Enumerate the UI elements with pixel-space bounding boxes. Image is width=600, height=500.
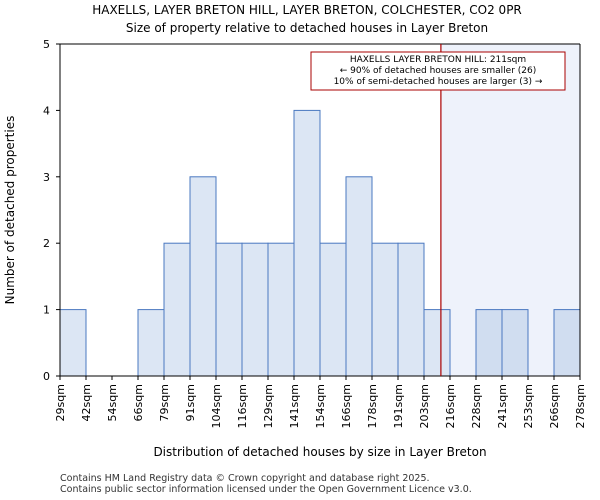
annotation-box: [310, 51, 566, 91]
x-tick-label: 203sqm: [418, 384, 431, 428]
x-tick-label: 216sqm: [444, 384, 457, 428]
y-tick-label: 4: [43, 104, 50, 117]
bar-154sqm: [319, 242, 347, 377]
bar-29sqm: [59, 309, 87, 377]
bar-129sqm: [267, 242, 295, 377]
x-tick-label: 104sqm: [210, 384, 223, 428]
bar-166sqm: [345, 176, 373, 377]
x-tick-label: 91sqm: [184, 384, 197, 421]
x-tick-label: 154sqm: [314, 384, 327, 428]
x-tick-label: 166sqm: [340, 384, 353, 428]
y-tick-label: 1: [43, 304, 50, 317]
y-tick-label: 3: [43, 171, 50, 184]
bar-178sqm: [371, 242, 399, 377]
x-tick-label: 141sqm: [288, 384, 301, 428]
x-tick-label: 116sqm: [236, 384, 249, 428]
annotation-line-2: ← 90% of detached houses are smaller (26…: [340, 66, 537, 76]
x-tick-label: 178sqm: [366, 384, 379, 428]
chart-subtitle: Size of property relative to detached ho…: [126, 21, 488, 35]
x-axis-label: Distribution of detached houses by size …: [153, 445, 486, 459]
bar-66sqm: [137, 309, 165, 377]
x-tick-label: 278sqm: [574, 384, 587, 428]
x-tick-label: 241sqm: [496, 384, 509, 428]
footer-copyright: Contains HM Land Registry data © Crown c…: [60, 473, 430, 484]
x-tick-label: 54sqm: [106, 384, 119, 421]
bar-141sqm: [293, 109, 321, 377]
x-tick-label: 191sqm: [392, 384, 405, 428]
x-tick-label: 42sqm: [80, 384, 93, 421]
annotation-line-1: HAXELLS LAYER BRETON HILL: 211sqm: [350, 55, 526, 65]
bar-91sqm: [189, 176, 217, 377]
x-tick-label: 129sqm: [262, 384, 275, 428]
bar-116sqm: [241, 242, 269, 377]
x-tick-label: 29sqm: [54, 384, 67, 421]
bar-241sqm: [501, 309, 529, 377]
x-tick-label: 79sqm: [158, 384, 171, 421]
y-tick-label: 5: [43, 38, 50, 51]
x-tick-label: 253sqm: [522, 384, 535, 428]
bar-203sqm: [423, 309, 451, 377]
footer-licence: Contains public sector information licen…: [60, 484, 472, 495]
chart-title: HAXELLS, LAYER BRETON HILL, LAYER BRETON…: [92, 3, 522, 17]
bar-104sqm: [215, 242, 243, 377]
y-tick-label: 2: [43, 237, 50, 250]
bar-79sqm: [163, 242, 191, 377]
bar-266sqm: [553, 309, 581, 377]
bar-228sqm: [475, 309, 503, 377]
y-axis-label: Number of detached properties: [3, 116, 17, 305]
x-tick-label: 228sqm: [470, 384, 483, 428]
bar-191sqm: [397, 242, 425, 377]
x-tick-label: 66sqm: [132, 384, 145, 421]
annotation-line-3: 10% of semi-detached houses are larger (…: [334, 77, 543, 87]
x-tick-label: 266sqm: [548, 384, 561, 428]
y-tick-label: 0: [43, 370, 50, 383]
